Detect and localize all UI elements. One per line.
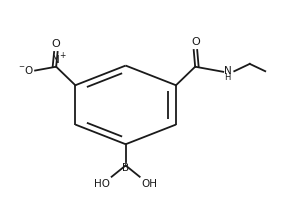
Text: HO: HO xyxy=(94,179,110,189)
Text: H: H xyxy=(224,73,230,82)
Text: $^{-}$O: $^{-}$O xyxy=(18,64,34,76)
Text: N: N xyxy=(52,55,60,65)
Text: OH: OH xyxy=(141,179,157,189)
Text: O: O xyxy=(191,37,200,47)
Text: O: O xyxy=(51,39,60,49)
Text: B: B xyxy=(122,164,129,173)
Text: N: N xyxy=(224,66,232,76)
Text: +: + xyxy=(59,51,66,60)
